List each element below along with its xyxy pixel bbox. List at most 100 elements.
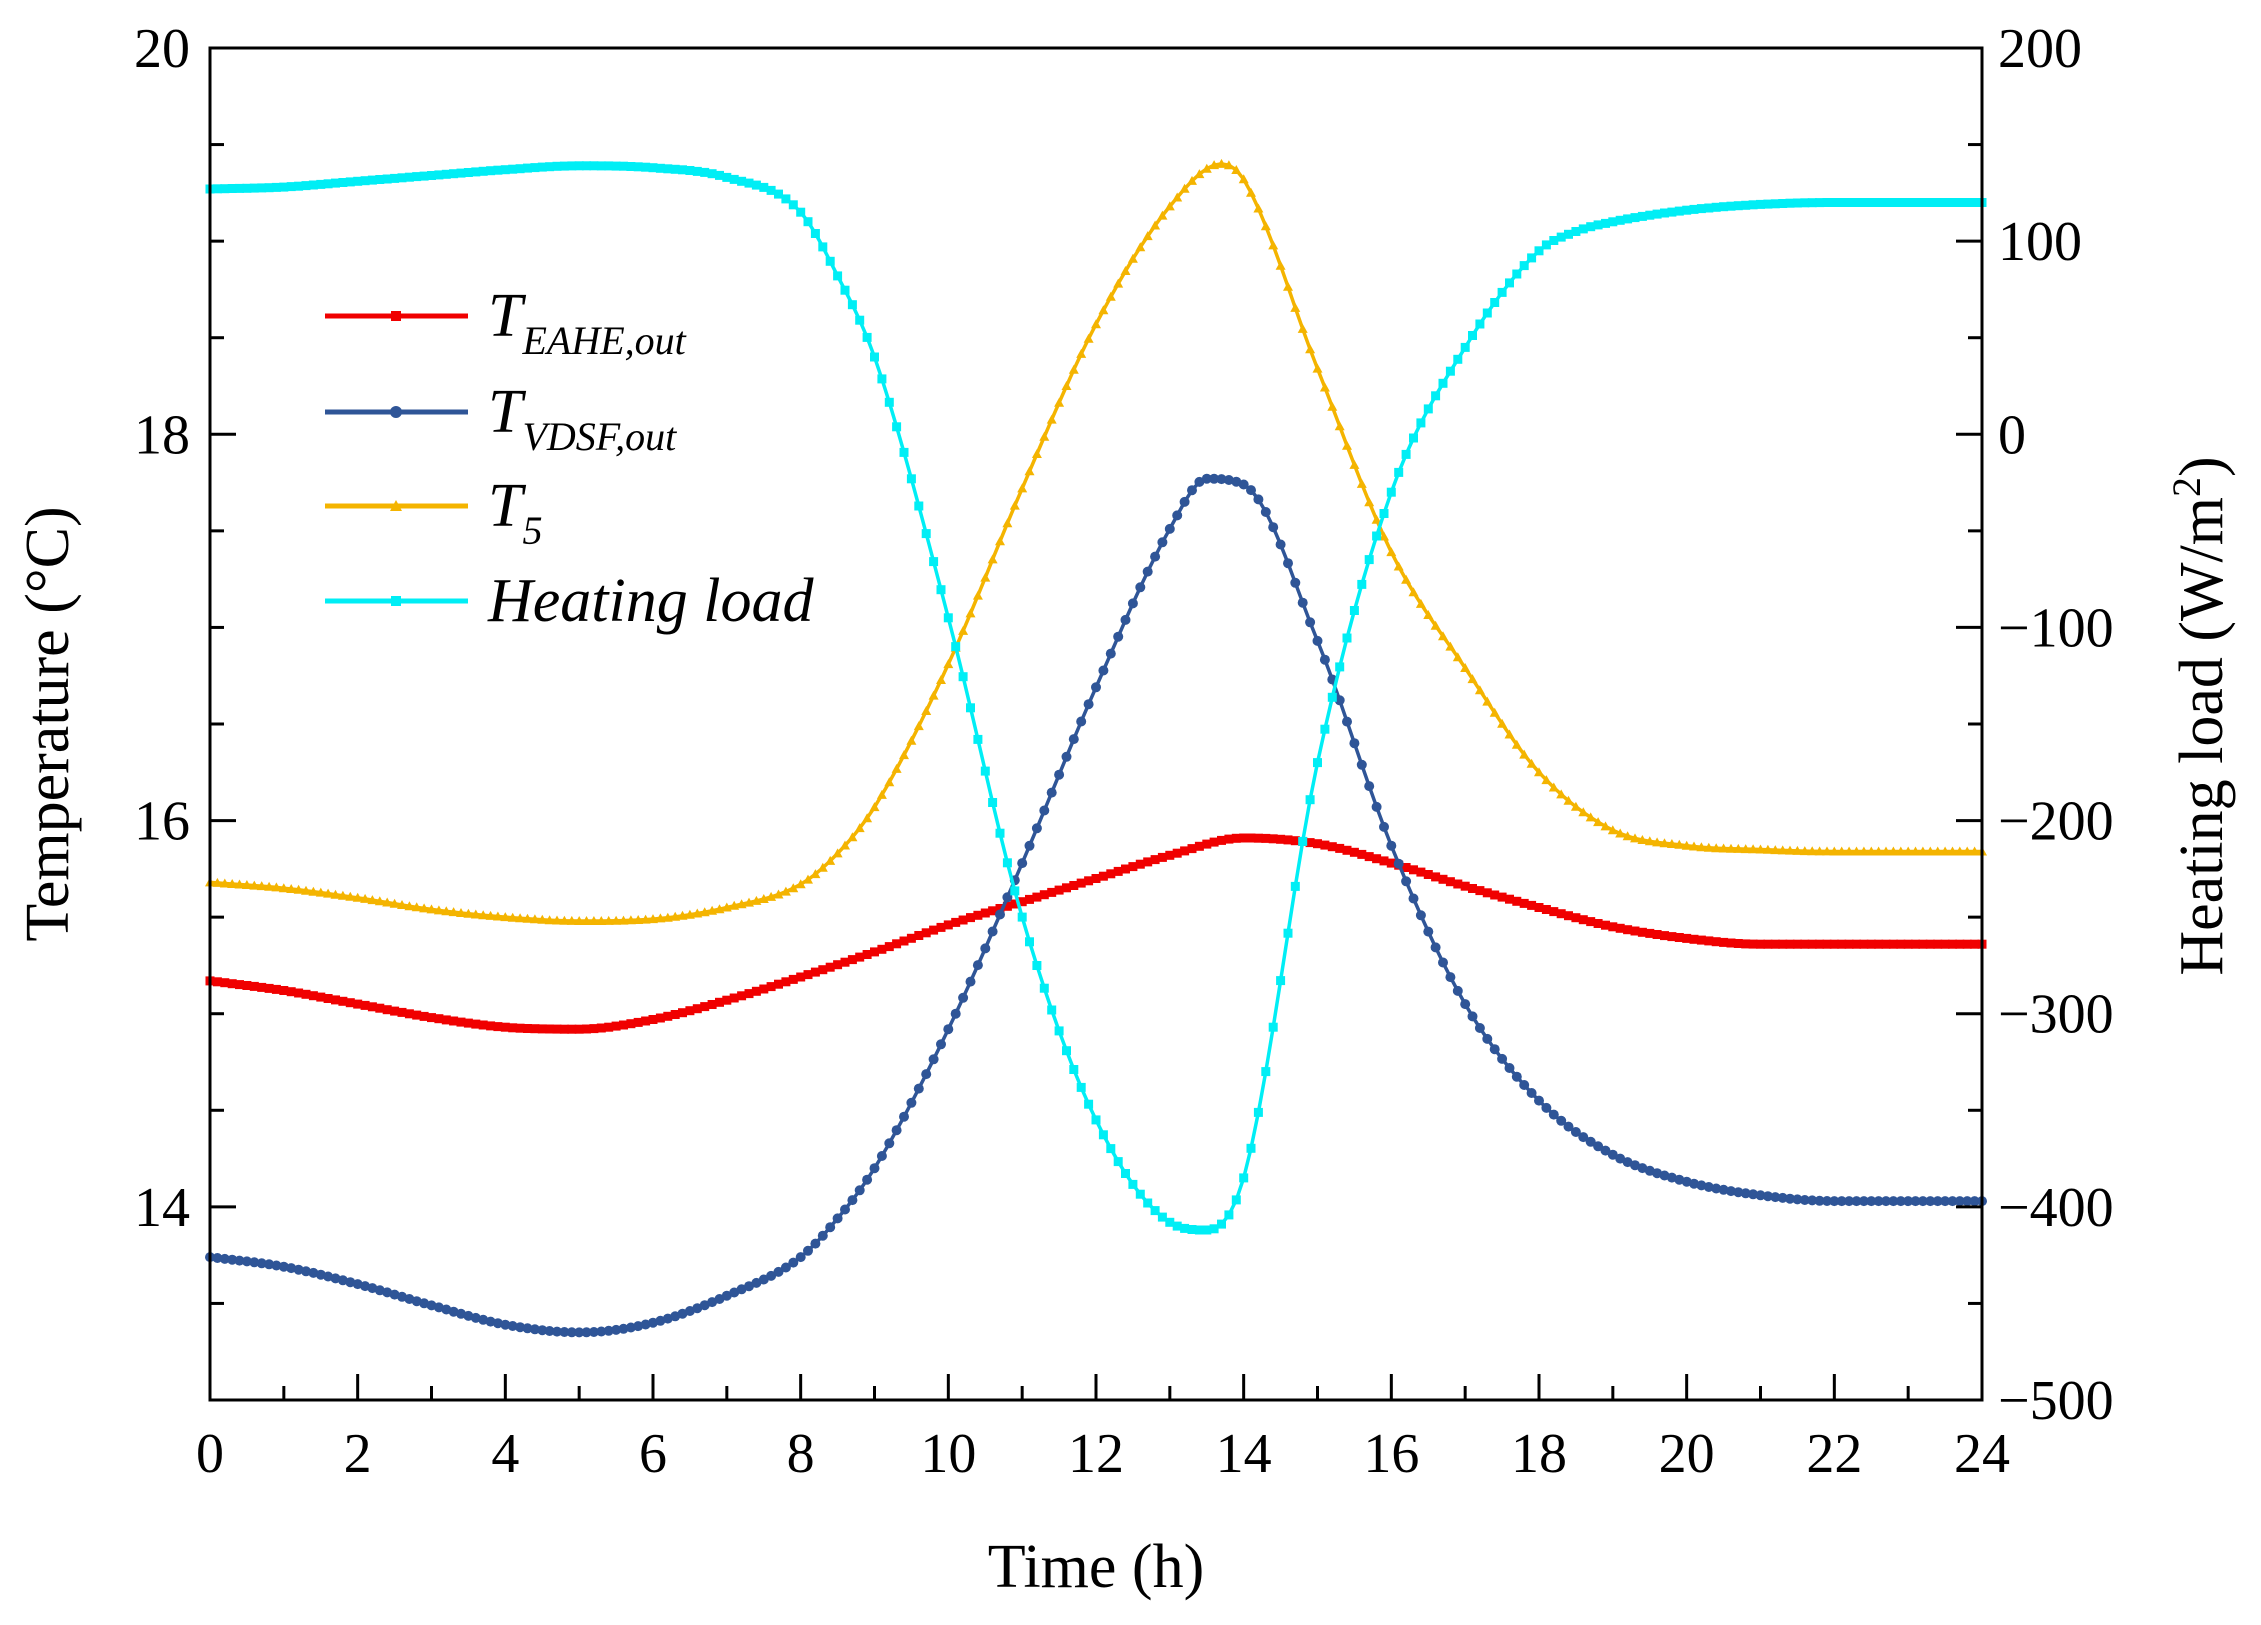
data-point: [315, 887, 326, 897]
data-point: [1172, 1221, 1182, 1231]
data-point: [870, 352, 879, 362]
data-point: [995, 828, 1005, 838]
data-point: [537, 1024, 547, 1034]
data-point: [463, 1018, 473, 1028]
data-point: [471, 1019, 481, 1029]
data-point: [1113, 866, 1123, 876]
data-point: [648, 914, 658, 924]
data-point: [227, 184, 237, 193]
data-point: [1120, 614, 1131, 625]
data-point: [914, 931, 924, 940]
data-point: [249, 183, 259, 193]
data-point: [1194, 169, 1205, 179]
data-point: [1719, 937, 1729, 947]
data-point: [855, 952, 865, 962]
data-point: [678, 165, 687, 175]
data-point: [1076, 1082, 1086, 1092]
data-point: [1231, 833, 1241, 843]
data-point: [774, 979, 783, 989]
data-point: [744, 897, 754, 907]
data-point: [1224, 1210, 1234, 1220]
data-point: [714, 904, 725, 914]
data-point: [1349, 738, 1360, 749]
data-point: [1570, 1127, 1581, 1137]
x-tick-label: 20: [1659, 1423, 1715, 1485]
data-point: [1320, 724, 1330, 734]
data-point: [544, 915, 555, 925]
data-point: [286, 987, 296, 997]
data-point: [1822, 939, 1832, 949]
data-point: [1069, 881, 1079, 890]
data-point: [1128, 1179, 1138, 1189]
data-point: [663, 1011, 673, 1021]
data-point: [1172, 510, 1183, 521]
data-point: [1179, 183, 1190, 193]
data-point: [1815, 198, 1825, 208]
data-point: [1327, 842, 1337, 852]
data-point: [1268, 522, 1279, 533]
data-point: [507, 912, 518, 922]
data-point: [1445, 972, 1456, 983]
data-point: [1925, 1196, 1936, 1207]
x-tick-label: 4: [491, 1423, 519, 1485]
data-point: [1667, 932, 1677, 942]
data-point: [973, 910, 983, 920]
data-point: [537, 162, 547, 172]
data-point: [212, 1253, 223, 1263]
data-point: [241, 880, 252, 889]
data-point: [589, 161, 599, 171]
data-point: [1261, 1067, 1271, 1077]
data-point: [1201, 473, 1212, 484]
data-point: [256, 1258, 267, 1269]
data-point: [1895, 1196, 1906, 1207]
data-point: [1682, 205, 1692, 215]
data-point: [1726, 843, 1736, 853]
data-point: [1696, 204, 1706, 214]
data-point: [1911, 198, 1920, 207]
data-point: [1762, 844, 1773, 854]
data-point: [367, 175, 377, 185]
data-point: [1017, 912, 1027, 922]
data-point: [316, 179, 326, 189]
data-point: [1084, 876, 1094, 886]
data-point: [249, 981, 259, 991]
y-tick-label: 20: [134, 18, 190, 80]
data-point: [1696, 935, 1706, 945]
data-point: [338, 996, 348, 1006]
data-point: [249, 1257, 260, 1268]
data-point: [1859, 939, 1869, 949]
data-point: [773, 1266, 784, 1277]
data-point: [1799, 846, 1810, 856]
data-point: [1615, 1153, 1626, 1164]
data-point: [463, 908, 474, 918]
plot-frame: [208, 46, 1984, 1402]
data-point: [781, 977, 791, 987]
data-point: [1335, 662, 1345, 672]
data-point: [352, 892, 363, 902]
data-point: [1578, 224, 1588, 234]
data-point: [855, 315, 865, 325]
data-point: [404, 901, 415, 911]
data-point: [574, 916, 585, 925]
data-point: [1187, 844, 1197, 854]
data-point: [619, 161, 628, 171]
data-point: [515, 164, 525, 174]
data-point: [1482, 1033, 1493, 1044]
data-point: [972, 590, 983, 600]
data-point: [1792, 845, 1803, 855]
data-point: [751, 180, 761, 190]
data-point: [1032, 892, 1042, 902]
data-point: [1312, 635, 1323, 646]
data-point: [1785, 939, 1795, 949]
data-point: [766, 891, 777, 901]
data-point: [404, 1009, 414, 1019]
data-point: [589, 1024, 599, 1034]
data-point: [1091, 874, 1101, 883]
data-point: [449, 169, 459, 179]
data-point: [840, 957, 850, 967]
data-point: [478, 166, 488, 176]
data-point: [588, 1327, 599, 1337]
data-point: [1379, 509, 1389, 518]
data-point: [581, 1327, 592, 1338]
data-point: [412, 172, 422, 182]
